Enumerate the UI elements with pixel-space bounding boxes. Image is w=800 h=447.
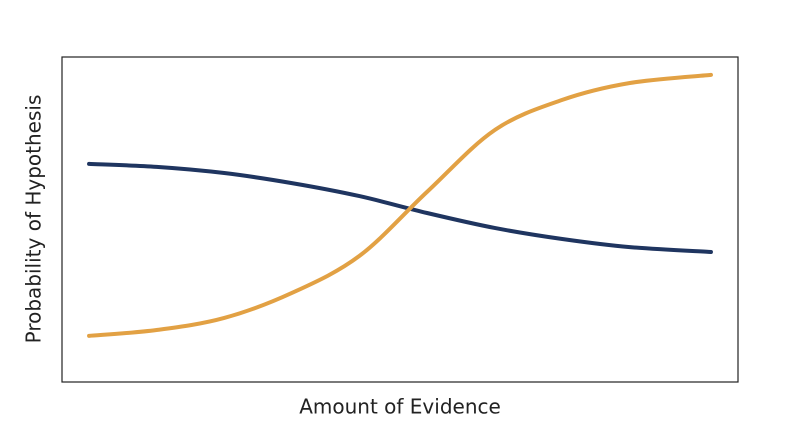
line-series	[87, 161, 713, 254]
y-axis-label: Probability of Hypothesis	[22, 95, 46, 344]
x-axis-label: Amount of Evidence	[299, 395, 501, 419]
plot-frame	[61, 56, 739, 383]
line-series	[87, 72, 713, 338]
